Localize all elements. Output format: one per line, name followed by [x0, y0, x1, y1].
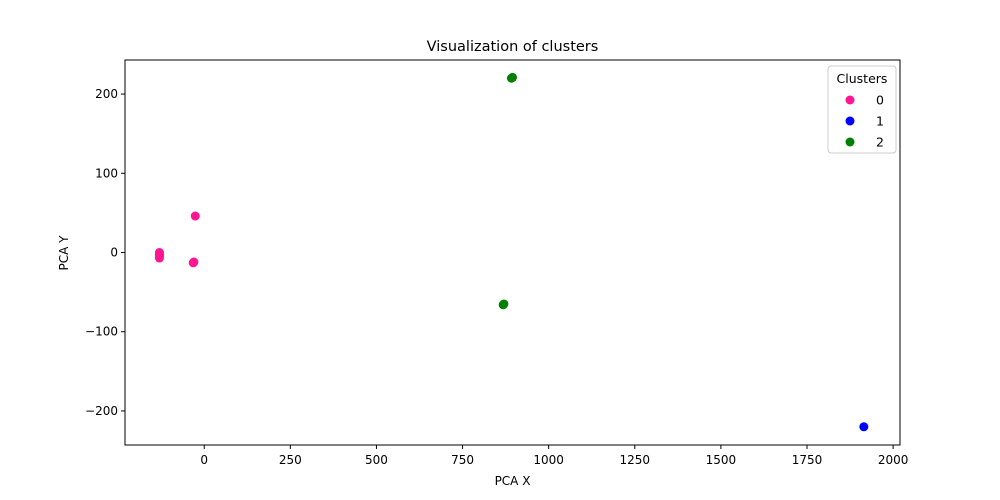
legend-label-1: 1 [876, 114, 884, 129]
data-point-cluster-0 [188, 258, 198, 268]
legend-marker-0 [845, 95, 855, 105]
y-tick-label: −100 [85, 325, 118, 339]
legend-box [827, 65, 897, 154]
data-point-cluster-0 [190, 211, 200, 221]
x-tick-label: 250 [279, 453, 302, 467]
x-tick-label: 1250 [620, 453, 651, 467]
x-tick-label: 750 [451, 453, 474, 467]
plot-frame [124, 59, 901, 446]
y-tick-label: 200 [95, 87, 118, 101]
legend-label-0: 0 [876, 93, 884, 108]
x-tick-label: 1750 [792, 453, 823, 467]
y-tick-label: −200 [85, 404, 118, 418]
x-tick-label: 500 [365, 453, 388, 467]
data-point-cluster-0 [154, 253, 164, 263]
legend: Clusters 0 1 2 [827, 65, 897, 154]
y-tick-label: 0 [110, 246, 118, 260]
data-point-cluster-1 [859, 422, 869, 432]
plot-layer [154, 72, 869, 432]
y-axis-label: PCA Y [57, 235, 71, 271]
x-tick-label: 2000 [878, 453, 909, 467]
legend-marker-1 [845, 116, 855, 126]
legend-marker-2 [845, 137, 855, 147]
chart-title: Visualization of clusters [427, 39, 599, 55]
legend-title: Clusters [837, 71, 888, 86]
y-tick-label: 100 [95, 166, 118, 180]
x-axis-label: PCA X [495, 474, 531, 488]
data-point-cluster-2 [506, 73, 516, 83]
axes-layer: 0 250 500 750 1000 1250 1500 1750 2000−200−10001… [85, 59, 909, 467]
x-tick-label: 1000 [533, 453, 564, 467]
x-tick-label: 1500 [706, 453, 737, 467]
x-tick-label: 0 [200, 453, 208, 467]
data-point-cluster-2 [498, 300, 508, 310]
legend-label-2: 2 [876, 135, 884, 150]
